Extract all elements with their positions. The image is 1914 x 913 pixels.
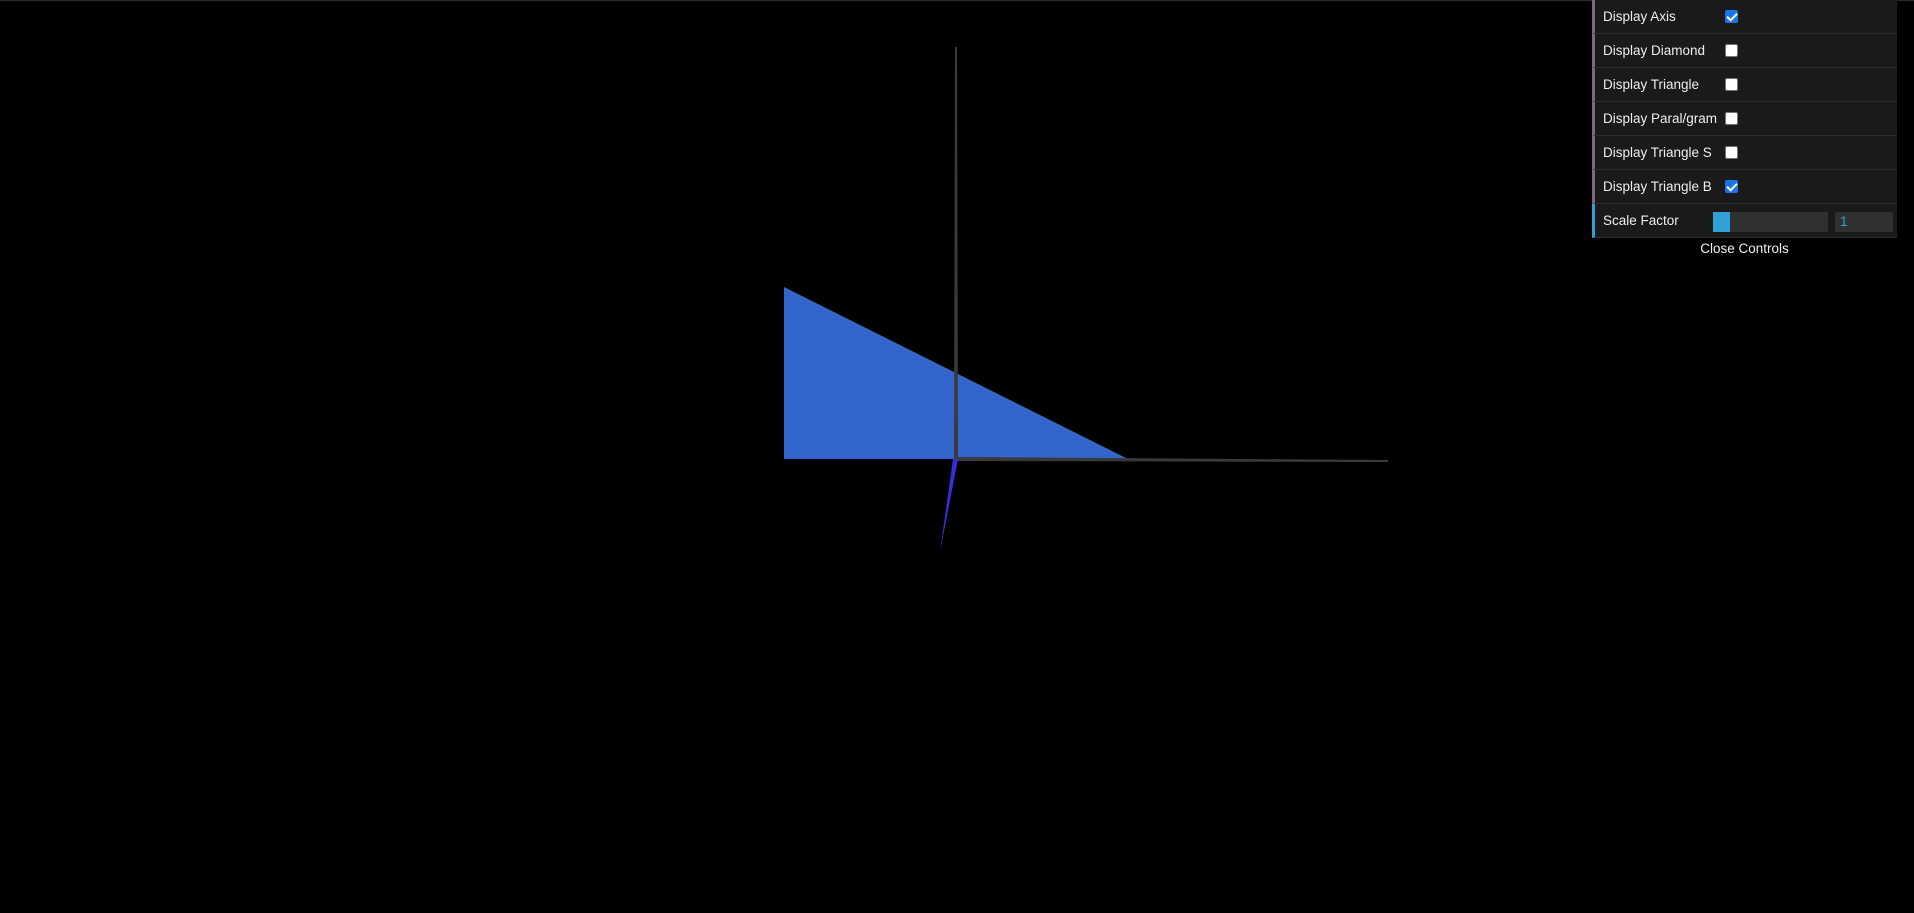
display-triangle-checkbox[interactable] (1725, 78, 1738, 91)
control-row-display-paralgram[interactable]: Display Paral/gram (1592, 102, 1897, 136)
control-row-display-triangle-s[interactable]: Display Triangle S (1592, 136, 1897, 170)
z-axis-line (940, 459, 958, 552)
y-axis-line (954, 47, 958, 459)
display-triangle-b-checkbox[interactable] (1725, 180, 1738, 193)
control-row-display-diamond[interactable]: Display Diamond (1592, 34, 1897, 68)
control-row-scale-factor: Scale Factor (1592, 204, 1897, 238)
control-label: Display Triangle B (1603, 179, 1712, 194)
display-diamond-checkbox[interactable] (1725, 44, 1738, 57)
check-icon (1726, 10, 1738, 22)
display-paralgram-checkbox[interactable] (1725, 112, 1738, 125)
slider-fill (1713, 212, 1731, 232)
control-label: Scale Factor (1603, 213, 1679, 228)
controls-panel: Display Axis Display Diamond Display Tri… (1592, 0, 1897, 260)
triangle-b-left-face (784, 287, 955, 459)
control-row-display-triangle[interactable]: Display Triangle (1592, 68, 1897, 102)
scale-factor-slider[interactable] (1713, 212, 1828, 232)
control-row-display-triangle-b[interactable]: Display Triangle B (1592, 170, 1897, 204)
control-row-display-axis[interactable]: Display Axis (1592, 0, 1897, 34)
control-label: Display Triangle S (1603, 145, 1712, 160)
control-label: Display Axis (1603, 9, 1676, 24)
control-label: Display Diamond (1603, 43, 1706, 58)
check-icon (1726, 180, 1738, 192)
display-triangle-s-checkbox[interactable] (1725, 146, 1738, 159)
control-label: Display Triangle (1603, 77, 1700, 92)
x-axis-line (956, 457, 1388, 462)
display-axis-checkbox[interactable] (1725, 10, 1738, 23)
close-controls-button[interactable]: Close Controls (1592, 238, 1897, 260)
scale-factor-input[interactable] (1835, 212, 1893, 232)
control-label: Display Paral/gram (1603, 111, 1718, 126)
